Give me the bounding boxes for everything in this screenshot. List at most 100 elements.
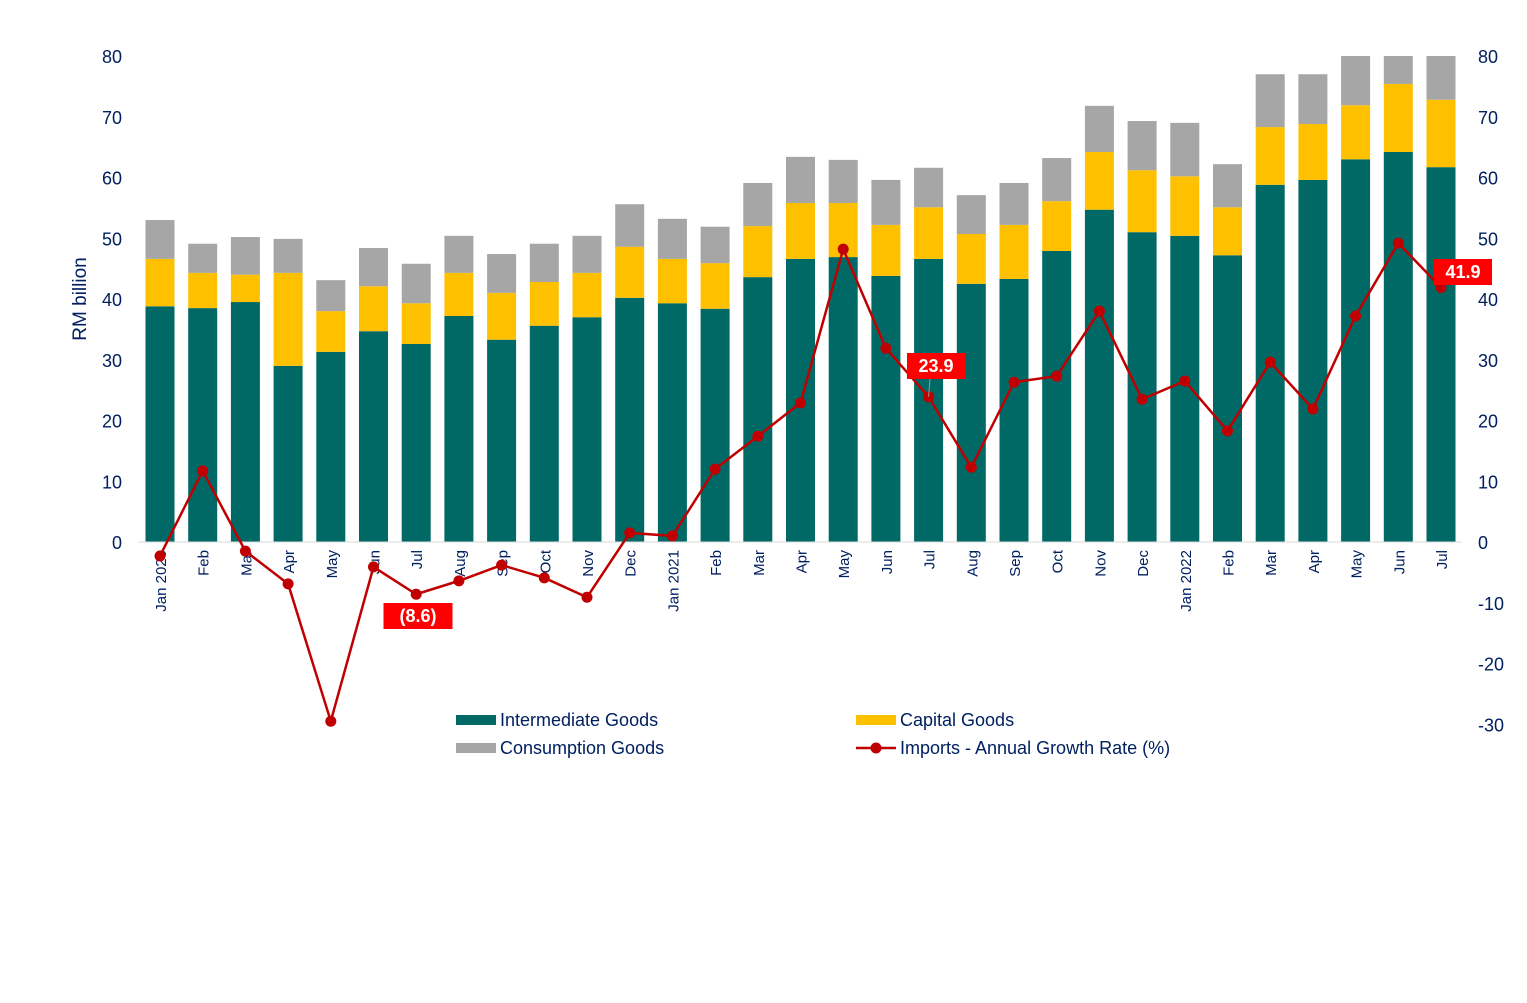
bar-intermediate-goods [572, 317, 602, 542]
bar-capital-goods [145, 258, 175, 307]
bar-intermediate-goods [1341, 159, 1371, 542]
bar-consumption-goods [572, 235, 602, 273]
y2-tick-label: 60 [1478, 169, 1498, 189]
x-tick-label: Jun [1391, 550, 1408, 574]
bar-capital-goods [359, 286, 388, 332]
bar-intermediate-goods [1213, 255, 1242, 542]
growth-point [752, 430, 764, 442]
growth-point [965, 461, 977, 473]
bar-capital-goods [657, 258, 687, 304]
growth-point [239, 545, 251, 557]
bar-capital-goods [1084, 151, 1114, 210]
y-axis-label: RM billion [70, 257, 91, 340]
growth-point [837, 243, 849, 255]
legend: Intermediate Goods Capital Goods Consumpti… [456, 710, 1170, 758]
bar-capital-goods [615, 246, 645, 298]
annotation-label: 41.9 [1445, 262, 1480, 282]
bar-consumption-goods [914, 167, 944, 208]
bar-intermediate-goods [444, 316, 474, 542]
x-tick-label: Dec [1135, 550, 1152, 577]
growth-point [624, 527, 636, 539]
annotation-box [383, 603, 453, 629]
bar-capital-goods [188, 272, 218, 309]
y-tick-label: 70 [102, 108, 122, 128]
bar-capital-goods [1426, 99, 1456, 168]
bar-consumption-goods [188, 243, 218, 273]
x-tick-label: Oct [537, 549, 554, 573]
growth-point [197, 465, 209, 477]
bar-capital-goods [572, 272, 602, 318]
bar-intermediate-goods [700, 308, 730, 542]
annotation-box [1434, 259, 1492, 285]
x-tick-label: Nov [1092, 550, 1109, 577]
growth-point [1179, 375, 1191, 387]
y2-tick-label: 70 [1478, 108, 1498, 128]
bar-consumption-goods [444, 235, 474, 273]
bar-capital-goods [1298, 124, 1328, 180]
y2-tick-label: 10 [1478, 472, 1498, 492]
y2-tick-label: 80 [1478, 47, 1498, 67]
annotation-box [907, 353, 965, 379]
bar-capital-goods [487, 292, 517, 340]
bar-capital-goods [230, 274, 260, 303]
growth-point [154, 550, 166, 562]
annotation-leader [928, 378, 931, 397]
bar-intermediate-goods [1298, 179, 1328, 542]
bar-capital-goods [1255, 127, 1285, 185]
bar-consumption-goods [1298, 74, 1328, 125]
growth-point [410, 588, 422, 600]
bar-intermediate-goods [316, 351, 346, 542]
bar-consumption-goods [273, 238, 303, 273]
x-tick-label: Feb [196, 550, 213, 576]
legend-label: Imports - Annual Growth Rate (%) [900, 738, 1170, 758]
growth-point [368, 561, 379, 573]
bar-consumption-goods [999, 182, 1029, 225]
legend-swatch [456, 715, 496, 725]
y-tick-label: 60 [102, 169, 122, 189]
bar-intermediate-goods [1042, 251, 1072, 542]
y2-tick-label: 0 [1478, 533, 1488, 553]
bar-capital-goods [1170, 176, 1200, 236]
y-tick-label: 40 [102, 290, 122, 310]
growth-point [1051, 370, 1063, 382]
bar-consumption-goods [1255, 74, 1285, 128]
bar-consumption-goods [316, 280, 346, 312]
bar-consumption-goods [401, 263, 431, 304]
x-tick-label: Jan 2022 [1178, 550, 1195, 612]
x-tick-label: Jul [1434, 550, 1451, 569]
bar-consumption-goods [1341, 56, 1371, 106]
x-tick-label: Jan 2021 [665, 550, 682, 612]
bar-intermediate-goods [145, 306, 175, 542]
bar-capital-goods [914, 207, 944, 259]
bar-consumption-goods [786, 156, 815, 204]
bar-intermediate-goods [230, 302, 260, 542]
bar-consumption-goods [956, 195, 986, 234]
bar-intermediate-goods [871, 275, 901, 542]
growth-point [1093, 305, 1105, 317]
bar-capital-goods [1127, 170, 1157, 233]
growth-point [282, 578, 294, 590]
bar-intermediate-goods [359, 331, 388, 542]
x-tick-label: May [324, 550, 341, 579]
bar-consumption-goods [1042, 158, 1072, 202]
bar-consumption-goods [1383, 56, 1413, 84]
bar-consumption-goods [828, 159, 858, 204]
x-tick-label: Jul [922, 550, 939, 569]
x-tick-label: Jan 2020 [153, 550, 170, 612]
bar-intermediate-goods [529, 325, 559, 542]
bar-consumption-goods [871, 179, 901, 225]
bar-capital-goods [529, 281, 559, 326]
bar-capital-goods [316, 311, 346, 352]
bar-intermediate-goods [828, 257, 858, 542]
y2-tick-label: -10 [1478, 594, 1504, 614]
y-tick-label: 20 [102, 412, 122, 432]
bar-intermediate-goods [273, 365, 303, 542]
growth-point [709, 463, 721, 475]
growth-point [666, 530, 678, 542]
x-tick-label: Mar [751, 550, 768, 576]
annotations: (8.6) 23.9 41.9 [383, 259, 1492, 629]
bar-intermediate-goods [999, 278, 1029, 542]
bar-intermediate-goods [487, 339, 517, 542]
bar-consumption-goods [1170, 122, 1200, 177]
